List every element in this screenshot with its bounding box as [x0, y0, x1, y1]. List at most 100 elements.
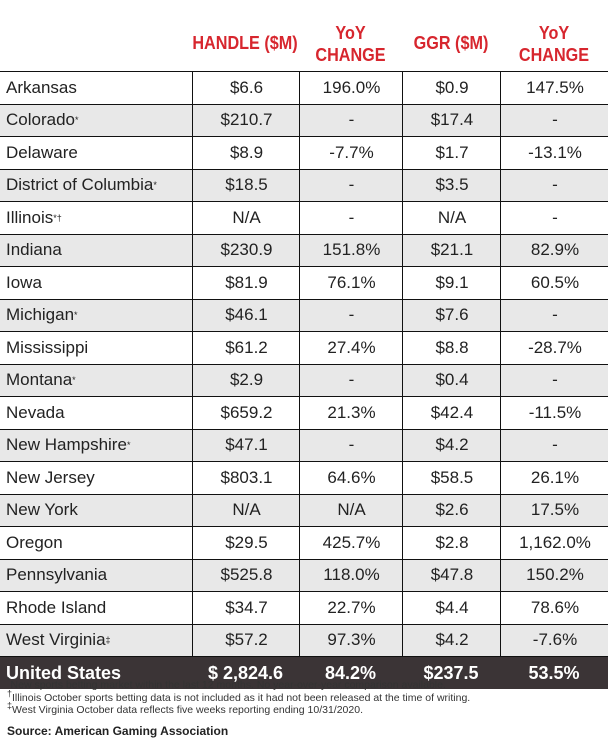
handle-yoy-cell: 118.0% [299, 559, 403, 591]
table-row: New Jersey $803.1 64.6% $58.5 26.1% [0, 461, 608, 494]
handle-yoy-cell: 64.6% [299, 462, 403, 494]
table-row: Rhode Island $34.7 22.7% $4.4 78.6% [0, 591, 608, 624]
state-cell: Illinois *† [6, 207, 62, 227]
header-ggr: GGR ($M) [413, 33, 489, 53]
state-name: Rhode Island [6, 597, 107, 617]
table-row: Illinois *† N/A - N/A - [0, 201, 608, 234]
handle-yoy-cell: 22.7% [299, 592, 403, 624]
table-row: Mississippi $61.2 27.4% $8.8 -28.7% [0, 331, 608, 364]
ggr-yoy-cell: -7.6% [500, 624, 608, 656]
table-row: Montana * $2.9- $0.4- [0, 363, 608, 396]
ggr-cell: $0.4 [402, 364, 501, 396]
handle-cell: $18.5 [192, 169, 300, 201]
total-ggr: $237.5 [423, 662, 479, 683]
ggr-cell: $4.4 [402, 592, 501, 624]
ggr-yoy-cell: 1,162.0% [500, 527, 608, 559]
handle-cell: $8.9 [192, 137, 300, 169]
handle-yoy-cell: - [299, 169, 403, 201]
handle-cell: $2.9 [192, 364, 300, 396]
state-cell: Pennsylvania [6, 560, 196, 592]
handle-yoy-cell: 425.7% [299, 527, 403, 559]
ggr-yoy-cell: 26.1% [500, 462, 608, 494]
state-cell: Michigan * [6, 305, 78, 325]
total-handle-yoy: 84.2% [324, 662, 377, 683]
handle-yoy-cell: - [299, 429, 403, 461]
ggr-yoy-cell: -11.5% [500, 397, 608, 429]
header-handle-yoy-line2: CHANGE [315, 45, 386, 65]
state-cell: Delaware [6, 137, 196, 169]
handle-yoy-cell: 196.0% [299, 72, 403, 104]
ggr-cell: $4.2 [402, 624, 501, 656]
table-row: District of Columbia * $18.5- $3.5- [0, 168, 608, 201]
header-handle-yoy: YoY CHANGE [304, 22, 397, 66]
header-ggr-yoy: YoY CHANGE [505, 22, 602, 66]
table-row: Oregon $29.5 425.7% $2.8 1,162.0% [0, 526, 608, 559]
handle-yoy-cell: - [299, 364, 403, 396]
footnote-symbol: ‡ [7, 700, 13, 711]
handle-cell: N/A [192, 494, 300, 526]
ggr-yoy-cell: - [500, 429, 608, 461]
footnote-line: *New sports betting market within the la… [7, 676, 607, 692]
handle-yoy-cell: 97.3% [299, 624, 403, 656]
ggr-yoy-cell: -28.7% [500, 332, 608, 364]
state-cell: Colorado * [6, 110, 79, 130]
state-cell: Montana * [6, 370, 76, 390]
table-row: Pennsylvania $525.8 118.0% $47.8 150.2% [0, 558, 608, 592]
state-cell: Rhode Island [6, 592, 196, 624]
state-cell: West Virginia ‡ [6, 630, 111, 650]
state-cell: New Hampshire * [6, 435, 131, 455]
total-ggr-yoy: 53.5% [528, 662, 580, 683]
state-name: Oregon [6, 532, 63, 552]
state-name: New Jersey [6, 467, 95, 487]
footnote-line: ‡West Virginia October data reflects fiv… [7, 700, 607, 717]
handle-cell: $29.5 [192, 527, 300, 559]
state-cell: District of Columbia * [6, 175, 157, 195]
handle-cell: $230.9 [192, 234, 300, 266]
state-name: District of Columbia [6, 175, 154, 195]
ggr-cell: $0.9 [402, 72, 501, 104]
table-row: Indiana $230.9 151.8% $21.1 82.9% [0, 233, 608, 266]
state-name: New Hampshire [6, 435, 127, 455]
ggr-cell: $3.5 [402, 169, 501, 201]
table-header: HANDLE ($M) YoY CHANGE GGR ($M) YoY CHAN… [0, 0, 608, 70]
ggr-cell: $9.1 [402, 267, 501, 299]
table-row: Colorado * $210.7- $17.4- [0, 103, 608, 136]
handle-cell: $46.1 [192, 299, 300, 331]
state-name: Mississippi [6, 337, 89, 357]
footnotes: *New sports betting market within the la… [7, 676, 607, 717]
footnote-line: †Illinois October sports betting data is… [7, 689, 607, 705]
state-name: Nevada [6, 402, 65, 422]
handle-yoy-cell: 76.1% [299, 267, 403, 299]
handle-cell: $57.2 [192, 624, 300, 656]
handle-cell: $803.1 [192, 462, 300, 494]
handle-yoy-cell: N/A [299, 494, 403, 526]
ggr-cell: $7.6 [402, 299, 501, 331]
handle-yoy-cell: - [299, 299, 403, 331]
handle-cell: $525.8 [192, 559, 300, 591]
ggr-cell: $8.8 [402, 332, 501, 364]
ggr-yoy-cell: - [500, 202, 608, 234]
handle-cell: $81.9 [192, 267, 300, 299]
state-name: Pennsylvania [6, 565, 108, 585]
footnote-text: New sports betting market within the las… [10, 679, 446, 691]
ggr-cell: $47.8 [402, 559, 501, 591]
handle-yoy-cell: 21.3% [299, 397, 403, 429]
state-name: Arkansas [6, 77, 77, 97]
handle-cell: $210.7 [192, 104, 300, 136]
ggr-cell: $58.5 [402, 462, 501, 494]
handle-cell: $47.1 [192, 429, 300, 461]
header-ggr-yoy-line1: YoY [538, 23, 570, 43]
ggr-cell: $1.7 [402, 137, 501, 169]
footnote-text: Illinois October sports betting data is … [12, 691, 471, 704]
header-ggr-yoy-line2: CHANGE [518, 45, 590, 65]
handle-cell: $34.7 [192, 592, 300, 624]
data-table: Arkansas $6.6 196.0% $0.9 147.5% Colorado * $21… [0, 71, 608, 689]
ggr-yoy-cell: 82.9% [500, 234, 608, 266]
ggr-cell: $4.2 [402, 429, 501, 461]
handle-yoy-cell: - [299, 104, 403, 136]
ggr-yoy-cell: - [500, 299, 608, 331]
state-name: Indiana [6, 240, 62, 260]
ggr-yoy-cell: 17.5% [500, 494, 608, 526]
handle-cell: $61.2 [192, 332, 300, 364]
handle-yoy-cell: - [299, 202, 403, 234]
